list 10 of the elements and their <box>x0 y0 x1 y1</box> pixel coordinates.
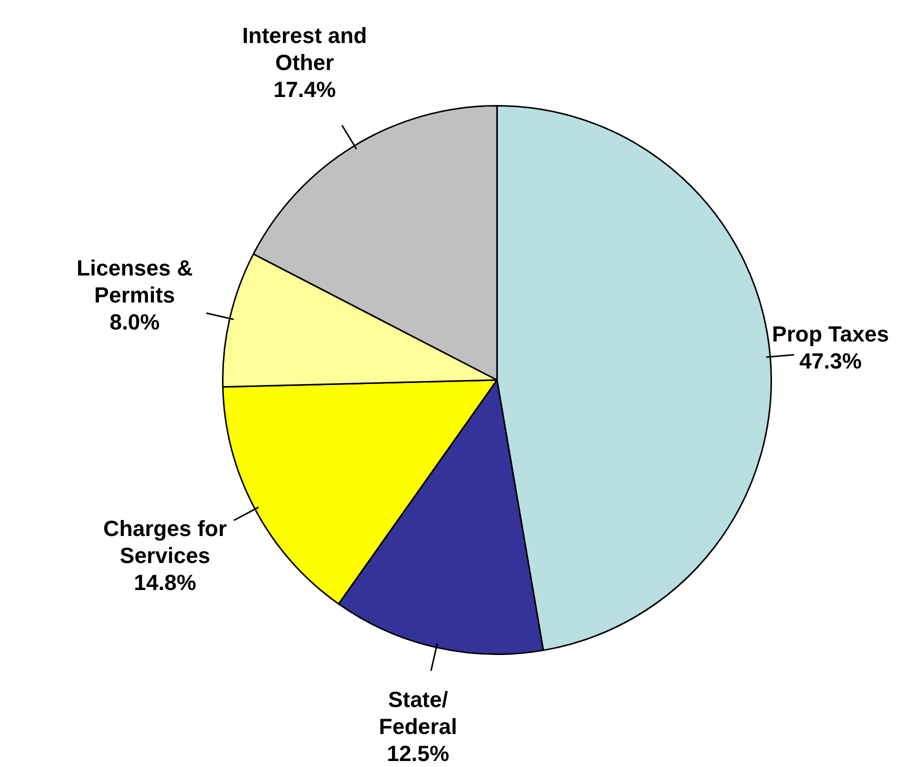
data-label: 8.0% <box>110 310 160 335</box>
slice-label: Prop Taxes <box>772 322 890 347</box>
slice-label: Charges for Services <box>103 516 228 568</box>
data-label: 14.8% <box>134 570 196 596</box>
data-label: 17.4% <box>273 76 336 102</box>
slice-label: Licenses & Permits <box>76 256 193 308</box>
slice-label: State/Federal <box>378 687 458 740</box>
data-label: 12.5% <box>386 741 450 766</box>
slice-label: Interest and Other <box>242 22 367 75</box>
data-label: 47.3% <box>799 348 862 374</box>
